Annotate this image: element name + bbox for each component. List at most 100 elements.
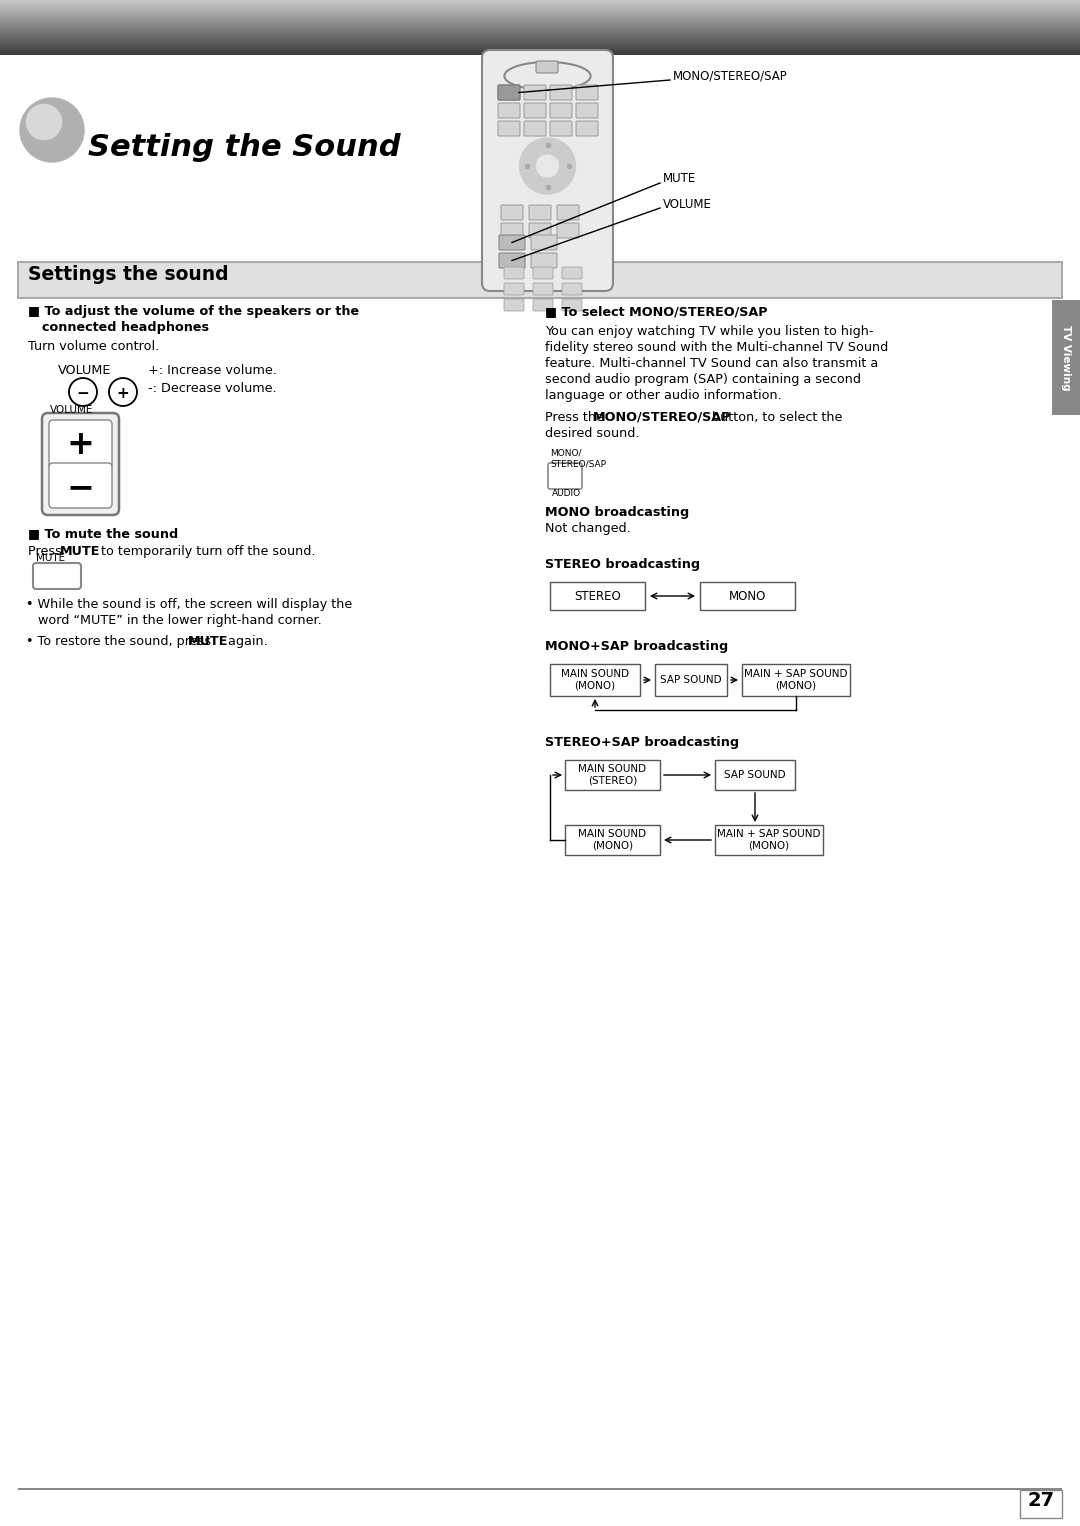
Text: TV Viewing: TV Viewing bbox=[1061, 325, 1071, 391]
FancyBboxPatch shape bbox=[504, 267, 524, 279]
FancyBboxPatch shape bbox=[550, 102, 572, 118]
Text: You can enjoy watching TV while you listen to high-: You can enjoy watching TV while you list… bbox=[545, 325, 874, 337]
FancyBboxPatch shape bbox=[498, 85, 519, 101]
FancyBboxPatch shape bbox=[49, 462, 112, 508]
FancyBboxPatch shape bbox=[562, 267, 582, 279]
Bar bbox=[0, 55, 1080, 266]
FancyBboxPatch shape bbox=[504, 299, 524, 311]
Circle shape bbox=[21, 98, 84, 162]
Text: ■ To adjust the volume of the speakers or the: ■ To adjust the volume of the speakers o… bbox=[28, 305, 360, 317]
Text: Press: Press bbox=[28, 545, 66, 559]
Text: AUDIO: AUDIO bbox=[552, 488, 581, 497]
Text: VOLUME: VOLUME bbox=[663, 197, 712, 211]
Text: SAP SOUND: SAP SOUND bbox=[660, 674, 721, 685]
Circle shape bbox=[519, 137, 576, 194]
Text: desired sound.: desired sound. bbox=[545, 427, 639, 439]
Text: ■ To mute the sound: ■ To mute the sound bbox=[28, 526, 178, 540]
FancyBboxPatch shape bbox=[42, 414, 119, 514]
Text: MONO/STEREO/SAP: MONO/STEREO/SAP bbox=[673, 70, 787, 82]
FancyBboxPatch shape bbox=[534, 282, 553, 295]
Circle shape bbox=[69, 378, 97, 406]
Text: MONO/
STEREO/SAP: MONO/ STEREO/SAP bbox=[550, 449, 606, 468]
FancyBboxPatch shape bbox=[576, 121, 598, 136]
Bar bbox=[715, 760, 795, 790]
Bar bbox=[18, 1488, 1062, 1489]
Circle shape bbox=[109, 378, 137, 406]
Text: +: + bbox=[66, 429, 94, 461]
FancyBboxPatch shape bbox=[499, 253, 525, 269]
Text: −: − bbox=[77, 386, 90, 400]
Text: MAIN SOUND
(STEREO): MAIN SOUND (STEREO) bbox=[579, 765, 647, 786]
FancyBboxPatch shape bbox=[529, 223, 551, 238]
FancyBboxPatch shape bbox=[557, 223, 579, 238]
FancyBboxPatch shape bbox=[33, 563, 81, 589]
Text: Turn volume control.: Turn volume control. bbox=[28, 340, 159, 353]
Text: connected headphones: connected headphones bbox=[42, 320, 210, 334]
Text: again.: again. bbox=[224, 635, 268, 649]
Bar bbox=[565, 826, 660, 855]
Text: MONO/STEREO/SAP: MONO/STEREO/SAP bbox=[593, 410, 731, 424]
Text: MONO: MONO bbox=[729, 589, 766, 603]
Text: Settings the sound: Settings the sound bbox=[28, 266, 229, 284]
FancyBboxPatch shape bbox=[550, 85, 572, 101]
FancyBboxPatch shape bbox=[529, 204, 551, 220]
Bar bbox=[1020, 1489, 1062, 1518]
Text: word “MUTE” in the lower right-hand corner.: word “MUTE” in the lower right-hand corn… bbox=[38, 613, 322, 627]
Bar bbox=[565, 760, 660, 790]
Bar bbox=[742, 664, 850, 696]
FancyBboxPatch shape bbox=[498, 85, 519, 101]
Bar bbox=[550, 581, 645, 610]
FancyBboxPatch shape bbox=[524, 85, 546, 101]
FancyBboxPatch shape bbox=[534, 267, 553, 279]
Text: MUTE: MUTE bbox=[60, 545, 100, 559]
Text: MAIN + SAP SOUND
(MONO): MAIN + SAP SOUND (MONO) bbox=[744, 670, 848, 691]
FancyBboxPatch shape bbox=[501, 204, 523, 220]
Text: language or other audio information.: language or other audio information. bbox=[545, 389, 782, 401]
FancyBboxPatch shape bbox=[550, 121, 572, 136]
FancyBboxPatch shape bbox=[524, 121, 546, 136]
Text: VOLUME: VOLUME bbox=[50, 404, 93, 415]
FancyBboxPatch shape bbox=[536, 61, 558, 73]
FancyBboxPatch shape bbox=[548, 462, 582, 488]
Text: MAIN + SAP SOUND
(MONO): MAIN + SAP SOUND (MONO) bbox=[717, 829, 821, 852]
Text: MUTE: MUTE bbox=[188, 635, 228, 649]
FancyBboxPatch shape bbox=[498, 102, 519, 118]
Text: Press the: Press the bbox=[545, 410, 608, 424]
Text: MUTE: MUTE bbox=[663, 172, 697, 186]
FancyBboxPatch shape bbox=[498, 121, 519, 136]
Text: STEREO+SAP broadcasting: STEREO+SAP broadcasting bbox=[545, 736, 739, 749]
FancyBboxPatch shape bbox=[562, 299, 582, 311]
Text: VOLUME: VOLUME bbox=[58, 365, 111, 377]
Text: fidelity stereo sound with the Multi-channel TV Sound: fidelity stereo sound with the Multi-cha… bbox=[545, 340, 888, 354]
FancyBboxPatch shape bbox=[531, 253, 557, 269]
Text: MONO broadcasting: MONO broadcasting bbox=[545, 507, 689, 519]
FancyBboxPatch shape bbox=[482, 50, 613, 291]
Bar bbox=[1052, 301, 1080, 415]
Text: MAIN SOUND
(MONO): MAIN SOUND (MONO) bbox=[561, 670, 629, 691]
Circle shape bbox=[537, 156, 558, 177]
Text: +: Increase volume.: +: Increase volume. bbox=[148, 365, 276, 377]
FancyBboxPatch shape bbox=[499, 235, 525, 250]
Text: STEREO: STEREO bbox=[575, 589, 621, 603]
Text: button, to select the: button, to select the bbox=[708, 410, 842, 424]
Text: feature. Multi-channel TV Sound can also transmit a: feature. Multi-channel TV Sound can also… bbox=[545, 357, 878, 369]
Text: MONO+SAP broadcasting: MONO+SAP broadcasting bbox=[545, 639, 728, 653]
Text: second audio program (SAP) containing a second: second audio program (SAP) containing a … bbox=[545, 372, 861, 386]
FancyBboxPatch shape bbox=[524, 102, 546, 118]
Text: Setting the Sound: Setting the Sound bbox=[87, 133, 401, 162]
FancyBboxPatch shape bbox=[531, 235, 557, 250]
FancyBboxPatch shape bbox=[504, 282, 524, 295]
Circle shape bbox=[26, 104, 62, 139]
FancyBboxPatch shape bbox=[562, 282, 582, 295]
Text: • To restore the sound, press: • To restore the sound, press bbox=[26, 635, 215, 649]
Text: MAIN SOUND
(MONO): MAIN SOUND (MONO) bbox=[579, 829, 647, 852]
Bar bbox=[550, 664, 640, 696]
Text: • While the sound is off, the screen will display the: • While the sound is off, the screen wil… bbox=[26, 598, 352, 610]
Bar bbox=[715, 826, 823, 855]
Text: to temporarily turn off the sound.: to temporarily turn off the sound. bbox=[97, 545, 315, 559]
FancyBboxPatch shape bbox=[557, 204, 579, 220]
Text: +: + bbox=[117, 386, 130, 400]
Text: 27: 27 bbox=[1027, 1491, 1054, 1511]
FancyBboxPatch shape bbox=[501, 223, 523, 238]
Text: SAP SOUND: SAP SOUND bbox=[725, 771, 786, 780]
